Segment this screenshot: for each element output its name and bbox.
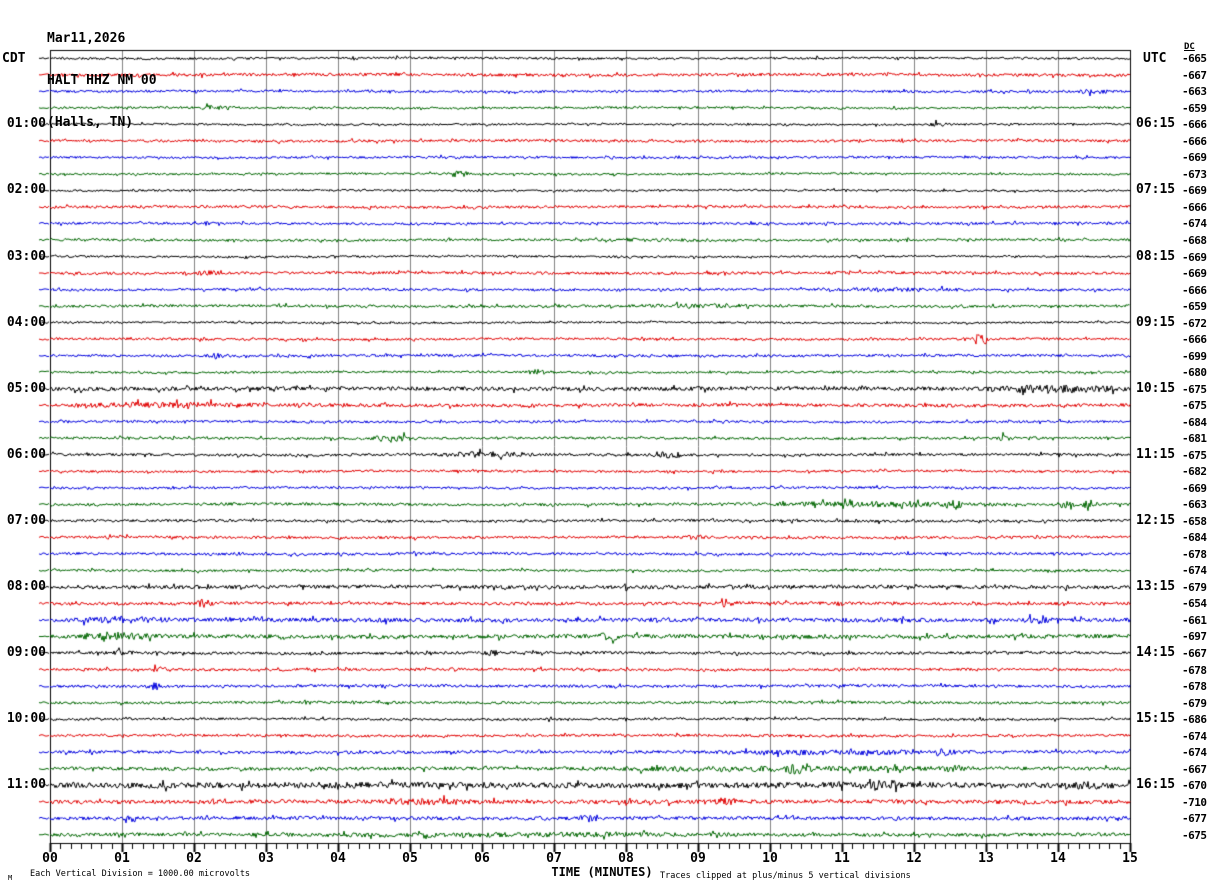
dc-value: -675 xyxy=(1182,828,1207,842)
minute-tick-label: 05 xyxy=(402,851,418,866)
dc-value: -669 xyxy=(1182,151,1207,165)
utc-hour-label: 09:15 xyxy=(1136,314,1176,330)
dc-value: -686 xyxy=(1182,713,1207,727)
dc-value: -663 xyxy=(1182,85,1207,99)
dc-value: -672 xyxy=(1182,316,1207,330)
dc-value: -679 xyxy=(1182,696,1207,710)
dc-value: -669 xyxy=(1182,267,1207,281)
dc-value: -675 xyxy=(1182,399,1207,413)
title-date: Mar11,2026 xyxy=(47,31,126,46)
dc-value: -681 xyxy=(1182,432,1207,446)
dc-value: -669 xyxy=(1182,184,1207,198)
dc-value: -684 xyxy=(1182,415,1207,429)
dc-value: -699 xyxy=(1182,349,1207,363)
minute-tick-label: 11 xyxy=(834,851,850,866)
dc-offset-header: DC xyxy=(1184,42,1195,52)
dc-value: -675 xyxy=(1182,382,1207,396)
dc-value: -663 xyxy=(1182,498,1207,512)
dc-value: -678 xyxy=(1182,547,1207,561)
cdt-hour-label: 03:00 xyxy=(6,248,46,264)
right-timezone-label: UTC xyxy=(1143,51,1167,66)
minute-tick-label: 10 xyxy=(762,851,778,866)
minute-tick-label: 09 xyxy=(690,851,706,866)
dc-value: -678 xyxy=(1182,663,1207,677)
minute-tick-label: 00 xyxy=(42,851,58,866)
dc-value: -668 xyxy=(1182,233,1207,247)
clipping-note: Traces clipped at plus/minus 5 vertical … xyxy=(660,871,911,881)
utc-hour-label: 08:15 xyxy=(1136,248,1176,264)
title-station: HALT HHZ NM 00 xyxy=(47,73,157,88)
dc-value: -667 xyxy=(1182,68,1207,82)
dc-value: -670 xyxy=(1182,779,1207,793)
utc-hour-label: 13:15 xyxy=(1136,578,1176,594)
minute-tick-label: 08 xyxy=(618,851,634,866)
cdt-hour-label: 11:00 xyxy=(6,777,46,793)
dc-value: -684 xyxy=(1182,531,1207,545)
dc-value: -667 xyxy=(1182,762,1207,776)
dc-value: -674 xyxy=(1182,729,1207,743)
dc-value: -666 xyxy=(1182,200,1207,214)
dc-value: -666 xyxy=(1182,283,1207,297)
dc-value: -697 xyxy=(1182,630,1207,644)
minute-tick-label: 04 xyxy=(330,851,346,866)
cdt-hour-label: 06:00 xyxy=(6,446,46,462)
minute-tick-label: 14 xyxy=(1050,851,1066,866)
dc-value: -677 xyxy=(1182,812,1207,826)
dc-value: -674 xyxy=(1182,746,1207,760)
title-location: (Halls, TN) xyxy=(47,115,134,130)
minute-tick-label: 03 xyxy=(258,851,274,866)
dc-value: -654 xyxy=(1182,597,1207,611)
dc-value: -666 xyxy=(1182,333,1207,347)
cdt-hour-label: 05:00 xyxy=(6,380,46,396)
dc-value: -669 xyxy=(1182,481,1207,495)
cdt-hour-label: 04:00 xyxy=(6,314,46,330)
watermark-glyph: M xyxy=(8,874,13,882)
cdt-hour-label: 01:00 xyxy=(6,116,46,132)
utc-hour-label: 10:15 xyxy=(1136,380,1176,396)
dc-value: -678 xyxy=(1182,680,1207,694)
dc-value: -680 xyxy=(1182,366,1207,380)
dc-value: -666 xyxy=(1182,134,1207,148)
minute-tick-label: 13 xyxy=(978,851,994,866)
utc-hour-label: 12:15 xyxy=(1136,512,1176,528)
cdt-hour-label: 07:00 xyxy=(6,512,46,528)
dc-value: -710 xyxy=(1182,795,1207,809)
utc-hour-label: 15:15 xyxy=(1136,711,1176,727)
minute-tick-label: 07 xyxy=(546,851,562,866)
cdt-hour-label: 09:00 xyxy=(6,645,46,660)
dc-value: -665 xyxy=(1182,52,1207,66)
dc-value: -674 xyxy=(1182,217,1207,231)
dc-value: -669 xyxy=(1182,250,1207,264)
minute-tick-label: 02 xyxy=(186,851,202,866)
utc-hour-label: 14:15 xyxy=(1136,645,1176,660)
dc-value: -659 xyxy=(1182,101,1207,115)
minute-tick-label: 06 xyxy=(474,851,490,866)
dc-value: -661 xyxy=(1182,613,1207,627)
cdt-hour-label: 02:00 xyxy=(6,182,46,198)
dc-value: -673 xyxy=(1182,167,1207,181)
cdt-hour-label: 08:00 xyxy=(6,578,46,594)
dc-value: -675 xyxy=(1182,448,1207,462)
utc-hour-label: 06:15 xyxy=(1136,116,1176,132)
dc-value: -658 xyxy=(1182,514,1207,528)
minute-tick-label: 15 xyxy=(1122,851,1138,866)
minute-tick-label: 01 xyxy=(114,851,130,866)
utc-hour-label: 07:15 xyxy=(1136,182,1176,198)
minute-tick-label: 12 xyxy=(906,851,922,866)
left-timezone-label: CDT xyxy=(2,51,26,66)
cdt-hour-label: 10:00 xyxy=(6,711,46,727)
vertical-division-note: Each Vertical Division = 1000.00 microvo… xyxy=(30,869,251,879)
dc-value: -667 xyxy=(1182,647,1207,660)
utc-hour-label: 11:15 xyxy=(1136,446,1176,462)
title-block: Mar11,2026 HALT HHZ NM 00 (Halls, TN) xyxy=(47,4,157,158)
dc-value: -682 xyxy=(1182,465,1207,479)
dc-value: -679 xyxy=(1182,580,1207,594)
dc-value: -659 xyxy=(1182,300,1207,314)
time-axis-label: TIME (MINUTES) xyxy=(551,865,653,879)
utc-hour-label: 16:15 xyxy=(1136,777,1176,793)
dc-value: -666 xyxy=(1182,118,1207,132)
dc-value: -674 xyxy=(1182,564,1207,578)
